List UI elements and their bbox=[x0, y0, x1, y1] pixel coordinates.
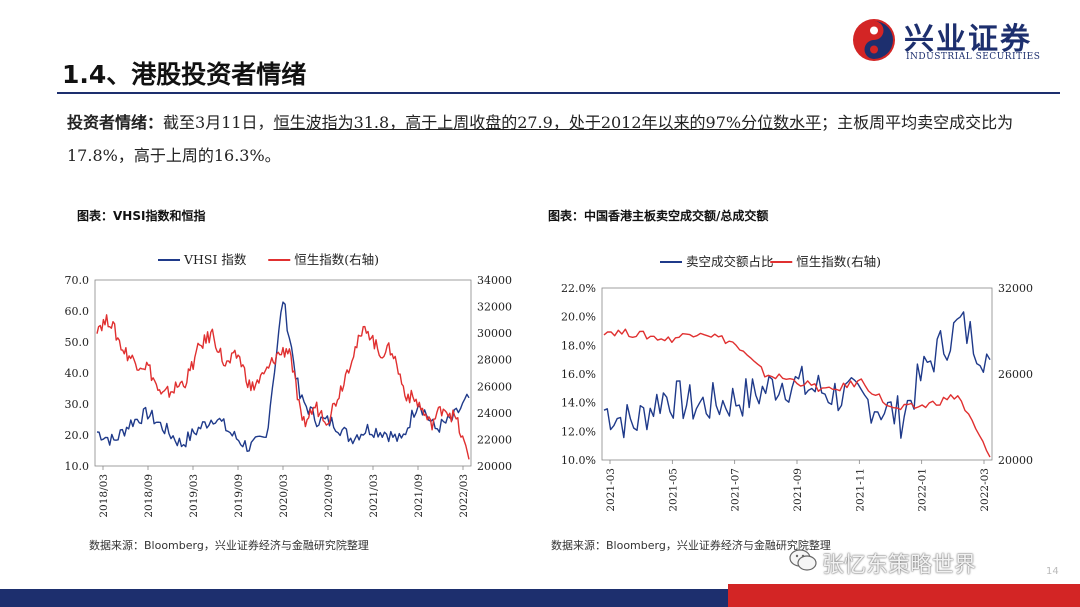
x-axis-tick-label: 2021-05 bbox=[667, 468, 679, 512]
left-axis-tick-label: 18.0% bbox=[561, 339, 596, 352]
x-axis-tick-label: 2019/03 bbox=[188, 474, 200, 518]
legend-label: 卖空成交额占比 bbox=[686, 254, 774, 269]
x-axis-tick-label: 2021-03 bbox=[605, 468, 617, 512]
right-chart: 10.0% 12.0% 14.0% 16.0% 18.0% 20.0% 22.0% 20000… bbox=[561, 254, 1033, 512]
left-axis-tick-label: 22.0% bbox=[561, 282, 596, 295]
brand-name-cn: 兴业证券 bbox=[904, 22, 1032, 57]
left-axis-tick-label: 30.0 bbox=[65, 398, 90, 411]
x-axis-tick-label: 2021/09 bbox=[413, 474, 425, 518]
legend-label: 恒生指数(右轴) bbox=[294, 252, 379, 267]
x-axis-tick-label: 2018/03 bbox=[98, 474, 110, 518]
left-axis-tick-label: 60.0 bbox=[65, 305, 90, 318]
right-axis-tick-label: 28000 bbox=[477, 354, 512, 367]
x-axis-tick-label: 2021-11 bbox=[854, 468, 866, 512]
logo-mark-icon bbox=[853, 19, 895, 61]
paragraph-underlined: 恒生波指为31.8，高于上周收盘的27.9，处于2012年以来的97%分位数水平 bbox=[273, 113, 822, 132]
series-line-left bbox=[96, 301, 470, 452]
x-axis-tick-label: 2022-03 bbox=[979, 468, 991, 512]
x-axis-tick-label: 2021-09 bbox=[792, 468, 804, 512]
x-axis-tick-label: 2021-07 bbox=[730, 468, 742, 512]
left-axis-tick-label: 16.0% bbox=[561, 368, 596, 381]
left-axis-tick-label: 10.0 bbox=[65, 460, 90, 473]
left-axis-tick-label: 20.0 bbox=[65, 429, 90, 442]
x-axis-tick-label: 2018/09 bbox=[143, 474, 155, 518]
paragraph-text-2: ；主板周平均卖空成交比为17.8%，高于上周的16.3%。 bbox=[67, 113, 1014, 165]
x-axis-tick-label: 2021/03 bbox=[368, 474, 380, 518]
left-chart: 10.0 20.0 30.0 40.0 50.0 60.0 70.0 20000 22000 24… bbox=[65, 252, 513, 518]
right-axis-tick-label: 20000 bbox=[477, 460, 512, 473]
plot-frame bbox=[601, 287, 993, 461]
right-chart-title: 图表：中国香港主板卖空成交额/总成交额 bbox=[548, 209, 769, 223]
left-axis-tick-label: 50.0 bbox=[65, 336, 90, 349]
left-chart-title: 图表：VHSI指数和恒指 bbox=[77, 209, 206, 223]
right-axis-tick-label: 20000 bbox=[998, 454, 1033, 467]
x-axis-tick-label: 2020/09 bbox=[323, 474, 335, 518]
series-line-right bbox=[603, 328, 991, 458]
left-axis-tick-label: 12.0% bbox=[561, 425, 596, 438]
footer-accent bbox=[728, 584, 1080, 607]
left-axis-tick-label: 70.0 bbox=[65, 274, 90, 287]
wechat-icon bbox=[789, 549, 817, 571]
left-axis-tick-label: 20.0% bbox=[561, 311, 596, 324]
x-axis-tick-label: 2020/03 bbox=[278, 474, 290, 518]
right-axis-tick-label: 26000 bbox=[998, 368, 1033, 381]
right-axis-tick-label: 32000 bbox=[998, 282, 1033, 295]
legend-label: 恒生指数(右轴) bbox=[796, 254, 881, 269]
paragraph-text-1: 截至3月11日， bbox=[163, 113, 274, 132]
x-axis-tick-label: 2022/03 bbox=[458, 474, 470, 518]
paragraph-label: 投资者情绪： bbox=[67, 113, 164, 132]
brand-name-en: INDUSTRIAL SECURITIES bbox=[906, 52, 1041, 62]
series-line-left bbox=[603, 311, 991, 439]
page-number: 14 bbox=[1046, 566, 1059, 577]
company-logo: 兴业证券 INDUSTRIAL SECURITIES bbox=[852, 14, 1068, 64]
slide-title: 1.4、港股投资者情绪 bbox=[62, 60, 307, 89]
left-axis-tick-label: 14.0% bbox=[561, 397, 596, 410]
right-axis-tick-label: 24000 bbox=[477, 407, 512, 420]
right-axis-tick-label: 30000 bbox=[477, 327, 512, 340]
summary-paragraph: 投资者情绪：截至3月11日，恒生波指为31.8，高于上周收盘的27.9，处于20… bbox=[67, 106, 1027, 172]
right-axis-tick-label: 32000 bbox=[477, 301, 512, 314]
legend-label: VHSI 指数 bbox=[183, 252, 247, 267]
x-axis-tick-label: 2022-01 bbox=[917, 468, 929, 512]
left-chart-source: 数据来源：Bloomberg，兴业证券经济与金融研究院整理 bbox=[89, 539, 369, 552]
left-axis-tick-label: 10.0% bbox=[561, 454, 596, 467]
right-chart-source: 数据来源：Bloomberg，兴业证券经济与金融研究院整理 bbox=[551, 539, 831, 552]
watermark-text: 张忆东策略世界 bbox=[822, 553, 977, 578]
series-line-right bbox=[96, 314, 470, 460]
left-axis-tick-label: 40.0 bbox=[65, 367, 90, 380]
right-axis-tick-label: 22000 bbox=[477, 433, 512, 446]
right-axis-tick-label: 26000 bbox=[477, 380, 512, 393]
title-divider bbox=[57, 92, 1060, 94]
x-axis-tick-label: 2019/09 bbox=[233, 474, 245, 518]
right-axis-tick-label: 34000 bbox=[477, 274, 512, 287]
